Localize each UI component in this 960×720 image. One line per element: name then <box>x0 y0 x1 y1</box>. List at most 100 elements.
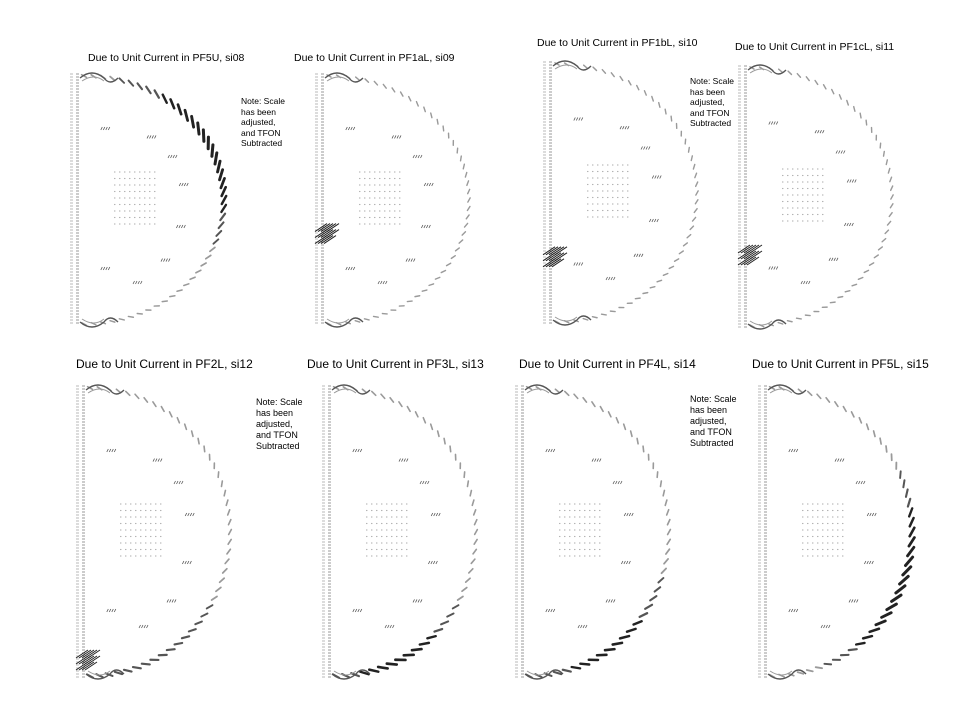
structure-tick <box>172 154 175 159</box>
grid-point <box>627 183 629 186</box>
grid-point <box>584 555 586 557</box>
grid-point <box>124 171 126 173</box>
grid-point <box>391 542 393 544</box>
grid-point <box>812 200 814 203</box>
structure-tick <box>394 135 397 139</box>
boundary-arrow <box>902 479 906 489</box>
grid-point <box>125 509 127 512</box>
structure-tick <box>412 599 415 603</box>
structure-tick <box>170 154 173 159</box>
divertor-coil <box>333 670 357 676</box>
grid-point <box>827 535 829 538</box>
grid-point <box>386 509 388 512</box>
grid-point <box>842 548 844 551</box>
hotspot-arrow <box>81 655 95 665</box>
structure-tick <box>113 608 117 613</box>
grid-point <box>386 548 388 551</box>
divertor-coil <box>526 670 550 676</box>
structure-tick <box>186 182 189 187</box>
boundary-arrow <box>459 155 463 162</box>
divertor-loops <box>524 384 564 680</box>
grid-point <box>622 183 624 186</box>
boundary-arrow <box>433 627 444 633</box>
boundary-arrow <box>176 289 183 293</box>
boundary-arrow <box>113 670 124 676</box>
structure-tick <box>169 599 172 603</box>
grid-point <box>135 535 137 538</box>
grid-point <box>379 177 381 180</box>
grid-point <box>579 542 581 544</box>
grid-point <box>812 509 814 512</box>
structure-tick <box>790 448 794 453</box>
boundary-arrow <box>226 508 231 516</box>
grid-point <box>371 555 373 557</box>
boundary-arrow <box>632 620 643 626</box>
structure-tick <box>421 224 424 229</box>
plasma-grid <box>114 171 156 225</box>
structure-tick <box>171 599 174 603</box>
structure-tick <box>626 512 629 517</box>
grid-point <box>564 509 566 512</box>
grid-point <box>812 529 814 531</box>
panel-si09: Due to Unit Current in PF1aL, si09 <box>0 0 471 360</box>
boundary-arrow <box>796 72 802 78</box>
grid-point <box>827 548 829 551</box>
panel-title: Due to Unit Current in PF1aL, si09 <box>294 52 455 64</box>
structure-tick <box>641 253 644 257</box>
grid-point <box>376 522 378 525</box>
structure-tick <box>182 560 185 565</box>
boundary-arrow <box>205 604 214 610</box>
boundary-arrow <box>619 75 624 82</box>
grid-point <box>129 190 131 193</box>
structure-tick <box>345 126 348 131</box>
grid-point <box>154 210 156 212</box>
structure-tick <box>399 135 402 139</box>
grid-point <box>627 209 629 212</box>
boundary-arrow <box>451 604 460 610</box>
panel-title: Due to Unit Current in PF2L, si12 <box>76 357 253 371</box>
boundary-arrow <box>136 82 144 91</box>
grid-point <box>144 171 146 173</box>
grid-point <box>559 548 561 551</box>
structure-tick <box>851 222 854 227</box>
grid-point <box>607 196 609 199</box>
grid-point <box>130 503 132 505</box>
grid-point <box>817 187 819 190</box>
structure-tick <box>828 257 831 261</box>
grid-point <box>782 187 784 190</box>
grid-point <box>391 529 393 531</box>
structure-tick <box>874 512 877 517</box>
grid-point <box>607 190 609 192</box>
grid-point <box>384 197 386 199</box>
grid-point <box>140 542 142 544</box>
structure-tick <box>377 280 380 285</box>
grid-point <box>406 535 408 538</box>
boundary-arrow <box>807 390 813 397</box>
boundary-arrow <box>695 190 699 196</box>
grid-point <box>369 190 371 193</box>
passive-structures <box>768 121 857 285</box>
divertor-coil <box>324 317 364 328</box>
grid-point <box>114 171 116 173</box>
structure-tick <box>619 126 622 130</box>
boundary-arrow <box>859 112 862 119</box>
boundary-arrow <box>115 388 122 394</box>
grid-point <box>396 509 398 512</box>
grid-point <box>574 535 576 538</box>
boundary-arrow <box>906 497 912 508</box>
grid-point <box>817 174 819 177</box>
grid-point <box>381 509 383 512</box>
structure-tick <box>636 253 639 257</box>
grid-point <box>602 196 604 199</box>
grid-point <box>559 555 561 557</box>
structure-tick <box>184 560 187 565</box>
divertor-coil <box>769 670 793 676</box>
grid-point <box>389 197 391 199</box>
structure-tick <box>846 222 849 227</box>
grid-point <box>797 174 799 177</box>
divertor-coil <box>79 317 119 328</box>
grid-point <box>114 223 116 225</box>
grid-point <box>792 168 794 170</box>
grid-point <box>812 168 814 170</box>
grid-point <box>627 216 629 218</box>
